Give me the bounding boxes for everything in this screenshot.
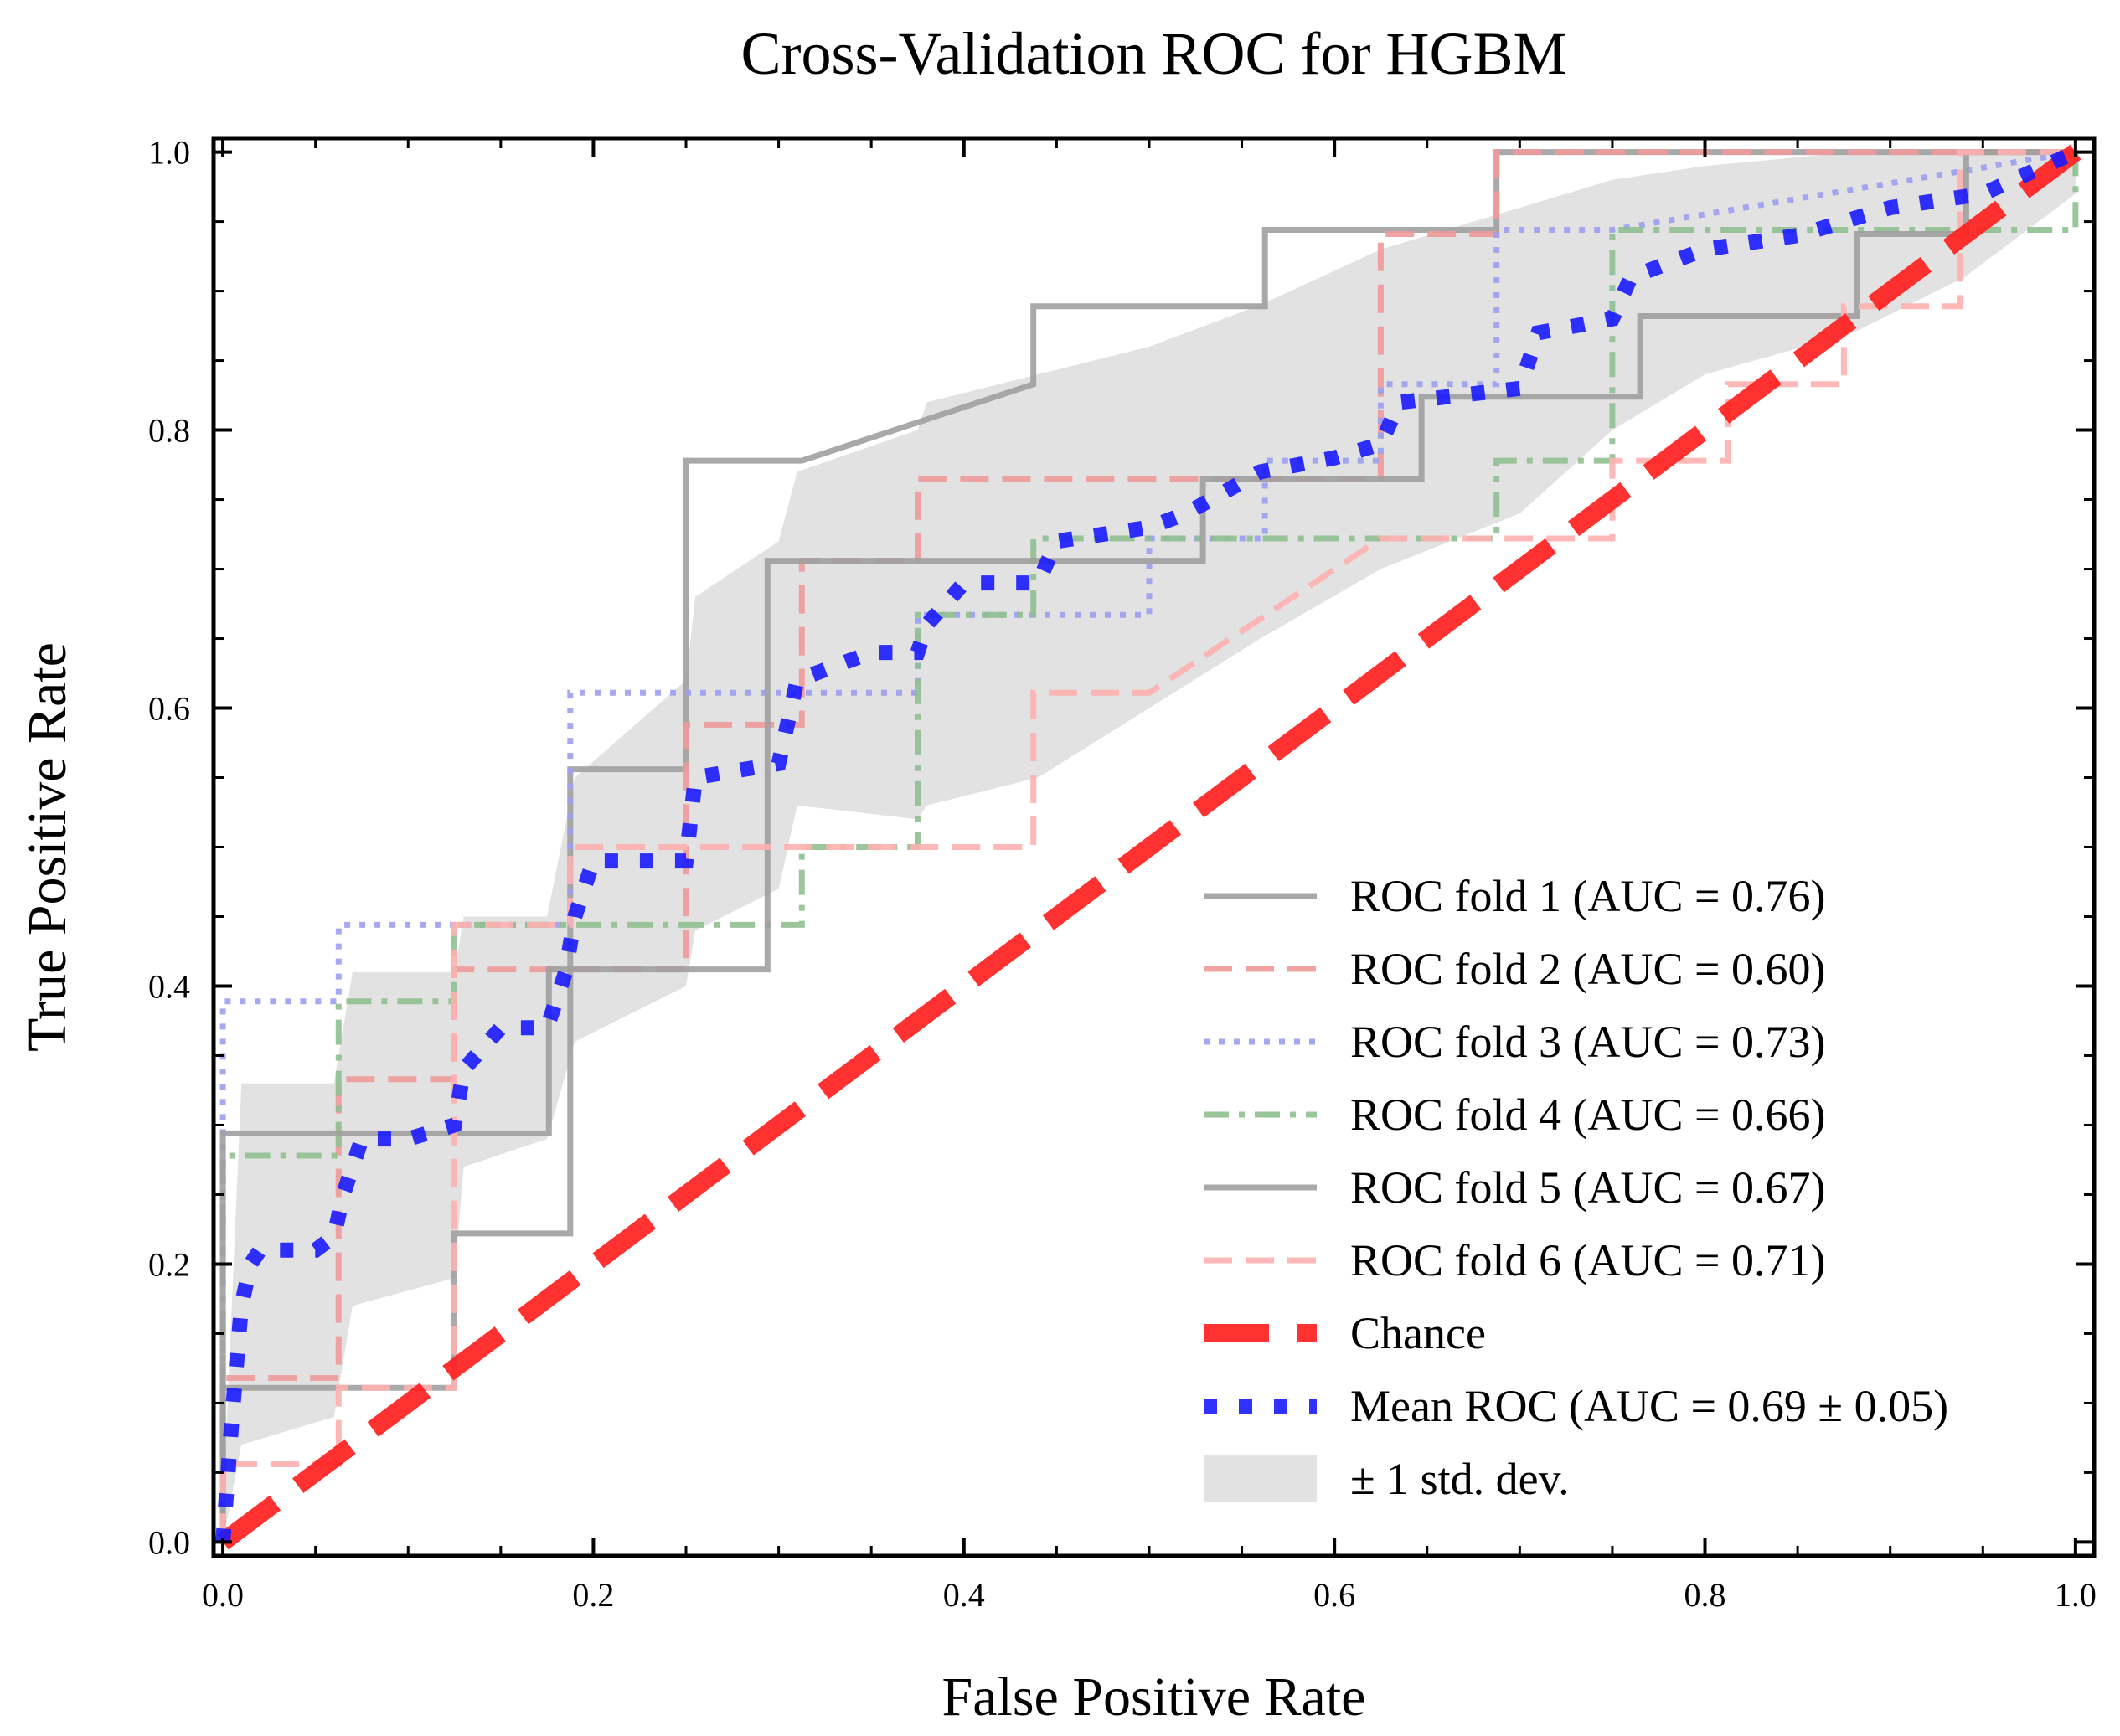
legend-label: ROC fold 3 (AUC = 0.73) bbox=[1350, 1017, 1825, 1067]
legend-label: Mean ROC (AUC = 0.69 ± 0.05) bbox=[1350, 1381, 1948, 1431]
series-line-7 bbox=[217, 144, 2081, 1550]
legend-label: ROC fold 2 (AUC = 0.60) bbox=[1350, 944, 1825, 994]
y-axis-label: True Positive Rate bbox=[17, 642, 78, 1052]
y-tick-label: 0.4 bbox=[148, 967, 190, 1005]
legend-label: ROC fold 6 (AUC = 0.71) bbox=[1350, 1235, 1825, 1285]
series-line-5 bbox=[219, 149, 2076, 1543]
y-tick-label: 0.0 bbox=[148, 1523, 190, 1561]
x-tick-label: 0.6 bbox=[1313, 1576, 1355, 1614]
y-tick-label: 0.2 bbox=[148, 1245, 190, 1283]
legend-label: ± 1 std. dev. bbox=[1350, 1454, 1570, 1504]
x-tick-label: 0.0 bbox=[202, 1576, 244, 1614]
chart-title: Cross-Validation ROC for HGBM bbox=[741, 20, 1567, 87]
series-line-4 bbox=[219, 152, 2079, 1543]
legend-label: ROC fold 5 (AUC = 0.67) bbox=[1350, 1162, 1825, 1213]
legend-label: ROC fold 1 (AUC = 0.76) bbox=[1350, 871, 1825, 921]
x-tick-label: 0.4 bbox=[943, 1576, 985, 1614]
x-tick-label: 0.2 bbox=[572, 1576, 614, 1614]
x-tick-label: 0.8 bbox=[1684, 1576, 1726, 1614]
y-tick-label: 0.8 bbox=[148, 412, 190, 450]
legend: ROC fold 1 (AUC = 0.76) ROC fold 2 (AUC =… bbox=[1204, 871, 1948, 1504]
legend-label: ROC fold 4 (AUC = 0.66) bbox=[1350, 1090, 1825, 1140]
x-axis-label: False Positive Rate bbox=[942, 1666, 1366, 1728]
series-line-3 bbox=[219, 149, 2076, 1543]
ticks-layer: 0.0 0.2 0.4 0.6 0.8 1.0 0.0 0.2 0.4 0.6 0.8 1.0 bbox=[148, 134, 2097, 1614]
legend-label: Chance bbox=[1350, 1308, 1486, 1358]
y-tick-label: 1.0 bbox=[148, 134, 190, 172]
y-tick-label: 0.6 bbox=[148, 690, 190, 728]
x-tick-label: 1.0 bbox=[2055, 1576, 2097, 1614]
legend-swatch-band bbox=[1204, 1455, 1317, 1502]
series-layer bbox=[215, 144, 2081, 1550]
